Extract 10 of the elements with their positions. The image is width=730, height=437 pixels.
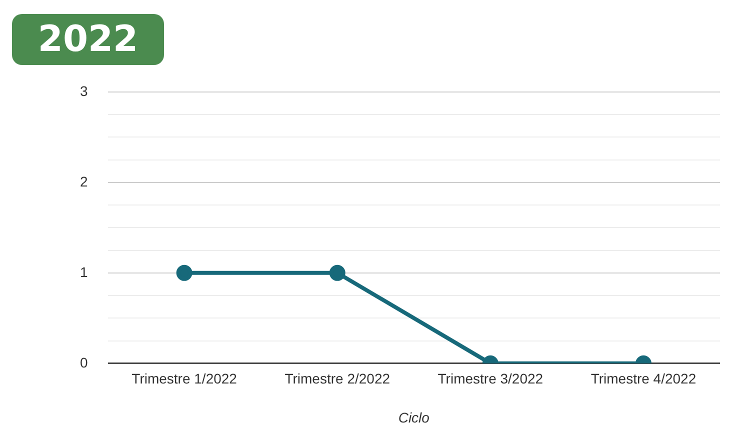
chart-title: 2022 <box>12 14 164 65</box>
x-tick-label: Trimestre 2/2022 <box>284 370 390 387</box>
y-tick-label: 3 <box>80 82 88 99</box>
y-tick-label: 0 <box>80 354 88 370</box>
y-tick-label: 1 <box>80 264 88 280</box>
y-tick-label: 2 <box>80 173 88 190</box>
x-tick-label: Trimestre 4/2022 <box>590 370 696 387</box>
x-axis-title: Ciclo <box>398 409 430 426</box>
x-tick-label: Trimestre 1/2022 <box>132 370 238 387</box>
x-tick-label: Trimestre 3/2022 <box>438 370 544 387</box>
